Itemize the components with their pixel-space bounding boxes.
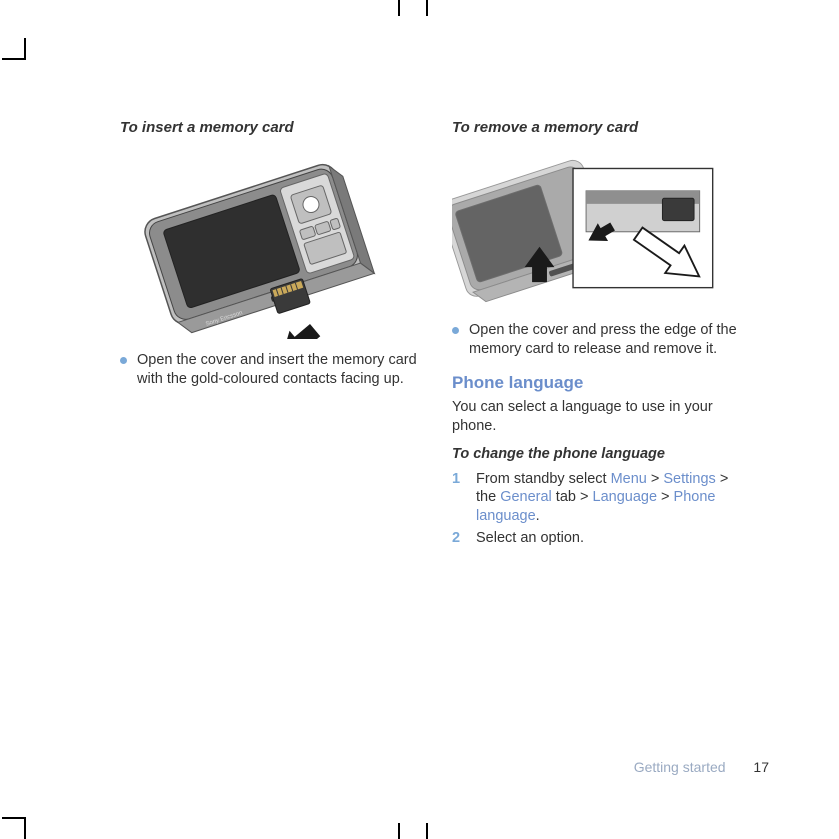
crop-mark <box>398 0 400 16</box>
ui-language: Language <box>593 489 658 505</box>
remove-bullet: Open the cover and press the edge of the… <box>452 321 750 358</box>
crop-mark <box>426 0 428 16</box>
page-footer: Getting started 17 <box>0 759 769 775</box>
figure-insert-card: Sony Ericsson <box>120 149 390 339</box>
remove-title: To remove a memory card <box>452 118 750 137</box>
step-number: 2 <box>452 529 466 548</box>
step-1: 1 From standby select Menu > Settings > … <box>452 470 750 526</box>
phone-language-intro: You can select a language to use in your… <box>452 398 750 435</box>
ui-menu: Menu <box>611 471 647 487</box>
step-1-body: From standby select Menu > Settings > th… <box>476 470 750 526</box>
insert-title: To insert a memory card <box>120 118 418 137</box>
sep: > <box>647 471 664 487</box>
crop-mark <box>2 58 24 60</box>
sep: > <box>657 489 674 505</box>
crop-mark <box>24 38 26 60</box>
bullet-icon <box>120 357 127 364</box>
right-column: To remove a memory card <box>452 118 750 758</box>
crop-mark <box>398 823 400 839</box>
crop-mark <box>24 817 26 839</box>
phone-language-heading: Phone language <box>452 372 750 394</box>
insert-bullet-text: Open the cover and insert the memory car… <box>137 351 418 388</box>
step1-text: From standby select <box>476 471 611 487</box>
ui-settings: Settings <box>663 471 715 487</box>
content-columns: To insert a memory card <box>120 118 750 758</box>
sep: tab > <box>552 489 593 505</box>
insert-bullet: Open the cover and insert the memory car… <box>120 351 418 388</box>
ui-general: General <box>500 489 552 505</box>
remove-bullet-text: Open the cover and press the edge of the… <box>469 321 750 358</box>
figure-remove-card <box>452 149 722 309</box>
period: . <box>536 508 540 524</box>
crop-mark <box>2 817 24 819</box>
manual-page: To insert a memory card <box>0 0 839 839</box>
crop-mark <box>426 823 428 839</box>
footer-page-number: 17 <box>753 759 769 775</box>
footer-section: Getting started <box>634 759 726 775</box>
change-language-subhead: To change the phone language <box>452 445 750 464</box>
step-2: 2 Select an option. <box>452 529 750 548</box>
step-2-body: Select an option. <box>476 529 750 548</box>
step-number: 1 <box>452 470 466 489</box>
left-column: To insert a memory card <box>120 118 424 758</box>
bullet-icon <box>452 327 459 334</box>
